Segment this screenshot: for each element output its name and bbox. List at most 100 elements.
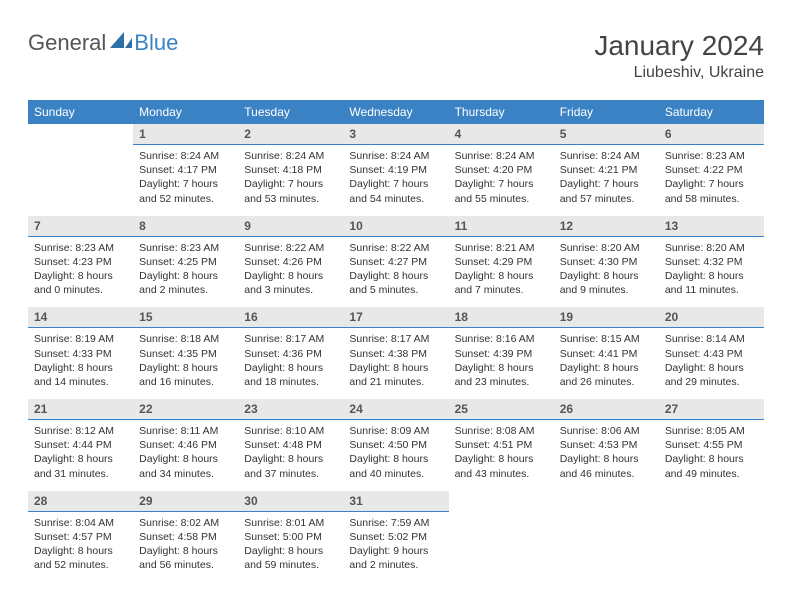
sunset-text: Sunset: 4:17 PM — [139, 163, 232, 177]
daylight-text: Daylight: 8 hours and 26 minutes. — [560, 361, 653, 389]
day-content-row: Sunrise: 8:19 AMSunset: 4:33 PMDaylight:… — [28, 328, 764, 399]
day-content-cell: Sunrise: 8:24 AMSunset: 4:17 PMDaylight:… — [133, 145, 238, 216]
day-number-cell — [449, 491, 554, 512]
sunrise-text: Sunrise: 8:09 AM — [349, 424, 442, 438]
day-content-cell: Sunrise: 8:23 AMSunset: 4:22 PMDaylight:… — [659, 145, 764, 216]
day-number-cell: 16 — [238, 307, 343, 328]
sunset-text: Sunset: 4:48 PM — [244, 438, 337, 452]
day-number-cell: 21 — [28, 399, 133, 420]
sunset-text: Sunset: 4:46 PM — [139, 438, 232, 452]
logo: General Blue — [28, 30, 178, 56]
day-number-cell: 29 — [133, 491, 238, 512]
daylight-text: Daylight: 7 hours and 57 minutes. — [560, 177, 653, 205]
day-content-cell: Sunrise: 8:20 AMSunset: 4:32 PMDaylight:… — [659, 236, 764, 307]
day-content-row: Sunrise: 8:12 AMSunset: 4:44 PMDaylight:… — [28, 420, 764, 491]
sunset-text: Sunset: 4:23 PM — [34, 255, 127, 269]
day-number-cell — [659, 491, 764, 512]
day-number-row: 28293031 — [28, 491, 764, 512]
sunset-text: Sunset: 4:19 PM — [349, 163, 442, 177]
sunset-text: Sunset: 4:38 PM — [349, 347, 442, 361]
day-content-cell: Sunrise: 8:01 AMSunset: 5:00 PMDaylight:… — [238, 511, 343, 582]
sunset-text: Sunset: 4:53 PM — [560, 438, 653, 452]
day-content-cell: Sunrise: 8:24 AMSunset: 4:19 PMDaylight:… — [343, 145, 448, 216]
daylight-text: Daylight: 8 hours and 0 minutes. — [34, 269, 127, 297]
daylight-text: Daylight: 8 hours and 21 minutes. — [349, 361, 442, 389]
sunrise-text: Sunrise: 8:04 AM — [34, 516, 127, 530]
title-block: January 2024 Liubeshiv, Ukraine — [594, 30, 764, 82]
sunrise-text: Sunrise: 8:19 AM — [34, 332, 127, 346]
daylight-text: Daylight: 8 hours and 43 minutes. — [455, 452, 548, 480]
sunset-text: Sunset: 4:32 PM — [665, 255, 758, 269]
daylight-text: Daylight: 7 hours and 52 minutes. — [139, 177, 232, 205]
sunrise-text: Sunrise: 8:21 AM — [455, 241, 548, 255]
sunrise-text: Sunrise: 8:12 AM — [34, 424, 127, 438]
sunset-text: Sunset: 4:35 PM — [139, 347, 232, 361]
daylight-text: Daylight: 8 hours and 49 minutes. — [665, 452, 758, 480]
month-year-title: January 2024 — [594, 30, 764, 62]
dow-thursday: Thursday — [449, 100, 554, 124]
sunset-text: Sunset: 4:58 PM — [139, 530, 232, 544]
sunrise-text: Sunrise: 8:02 AM — [139, 516, 232, 530]
sunset-text: Sunset: 4:57 PM — [34, 530, 127, 544]
sunrise-text: Sunrise: 8:16 AM — [455, 332, 548, 346]
day-content-row: Sunrise: 8:04 AMSunset: 4:57 PMDaylight:… — [28, 511, 764, 582]
sunset-text: Sunset: 4:50 PM — [349, 438, 442, 452]
day-content-cell: Sunrise: 7:59 AMSunset: 5:02 PMDaylight:… — [343, 511, 448, 582]
daylight-text: Daylight: 9 hours and 2 minutes. — [349, 544, 442, 572]
day-number-cell: 26 — [554, 399, 659, 420]
day-content-cell: Sunrise: 8:02 AMSunset: 4:58 PMDaylight:… — [133, 511, 238, 582]
daylight-text: Daylight: 8 hours and 46 minutes. — [560, 452, 653, 480]
daylight-text: Daylight: 8 hours and 52 minutes. — [34, 544, 127, 572]
day-number-cell: 20 — [659, 307, 764, 328]
sunset-text: Sunset: 4:51 PM — [455, 438, 548, 452]
day-content-cell: Sunrise: 8:16 AMSunset: 4:39 PMDaylight:… — [449, 328, 554, 399]
daylight-text: Daylight: 8 hours and 3 minutes. — [244, 269, 337, 297]
day-content-cell: Sunrise: 8:24 AMSunset: 4:18 PMDaylight:… — [238, 145, 343, 216]
day-number-cell: 8 — [133, 216, 238, 237]
sunset-text: Sunset: 4:55 PM — [665, 438, 758, 452]
day-number-cell: 5 — [554, 124, 659, 145]
sunset-text: Sunset: 5:00 PM — [244, 530, 337, 544]
sunrise-text: Sunrise: 8:20 AM — [560, 241, 653, 255]
day-content-cell: Sunrise: 8:24 AMSunset: 4:20 PMDaylight:… — [449, 145, 554, 216]
day-content-cell: Sunrise: 8:22 AMSunset: 4:26 PMDaylight:… — [238, 236, 343, 307]
daylight-text: Daylight: 8 hours and 11 minutes. — [665, 269, 758, 297]
day-number-cell: 30 — [238, 491, 343, 512]
sunrise-text: Sunrise: 8:22 AM — [244, 241, 337, 255]
day-number-cell: 15 — [133, 307, 238, 328]
sunrise-text: Sunrise: 8:20 AM — [665, 241, 758, 255]
page-header: General Blue January 2024 Liubeshiv, Ukr… — [28, 30, 764, 82]
day-content-cell: Sunrise: 8:14 AMSunset: 4:43 PMDaylight:… — [659, 328, 764, 399]
sunrise-text: Sunrise: 8:24 AM — [560, 149, 653, 163]
daylight-text: Daylight: 8 hours and 7 minutes. — [455, 269, 548, 297]
day-content-cell: Sunrise: 8:19 AMSunset: 4:33 PMDaylight:… — [28, 328, 133, 399]
day-number-cell: 27 — [659, 399, 764, 420]
sunrise-text: Sunrise: 8:23 AM — [665, 149, 758, 163]
day-content-cell: Sunrise: 8:23 AMSunset: 4:25 PMDaylight:… — [133, 236, 238, 307]
daylight-text: Daylight: 8 hours and 23 minutes. — [455, 361, 548, 389]
sunrise-text: Sunrise: 8:14 AM — [665, 332, 758, 346]
day-content-cell: Sunrise: 8:05 AMSunset: 4:55 PMDaylight:… — [659, 420, 764, 491]
sunrise-text: Sunrise: 8:23 AM — [34, 241, 127, 255]
sunset-text: Sunset: 4:36 PM — [244, 347, 337, 361]
day-number-cell: 10 — [343, 216, 448, 237]
daylight-text: Daylight: 8 hours and 5 minutes. — [349, 269, 442, 297]
daylight-text: Daylight: 7 hours and 58 minutes. — [665, 177, 758, 205]
day-number-cell: 6 — [659, 124, 764, 145]
sunset-text: Sunset: 4:25 PM — [139, 255, 232, 269]
day-number-cell: 31 — [343, 491, 448, 512]
day-number-cell: 4 — [449, 124, 554, 145]
day-number-row: 21222324252627 — [28, 399, 764, 420]
day-content-cell: Sunrise: 8:18 AMSunset: 4:35 PMDaylight:… — [133, 328, 238, 399]
day-content-cell: Sunrise: 8:10 AMSunset: 4:48 PMDaylight:… — [238, 420, 343, 491]
day-content-cell: Sunrise: 8:09 AMSunset: 4:50 PMDaylight:… — [343, 420, 448, 491]
daylight-text: Daylight: 8 hours and 34 minutes. — [139, 452, 232, 480]
daylight-text: Daylight: 8 hours and 31 minutes. — [34, 452, 127, 480]
sunrise-text: Sunrise: 8:06 AM — [560, 424, 653, 438]
sunset-text: Sunset: 4:22 PM — [665, 163, 758, 177]
day-content-row: Sunrise: 8:24 AMSunset: 4:17 PMDaylight:… — [28, 145, 764, 216]
day-number-cell: 22 — [133, 399, 238, 420]
logo-text-blue: Blue — [134, 30, 178, 56]
sunrise-text: Sunrise: 8:17 AM — [349, 332, 442, 346]
dow-sunday: Sunday — [28, 100, 133, 124]
